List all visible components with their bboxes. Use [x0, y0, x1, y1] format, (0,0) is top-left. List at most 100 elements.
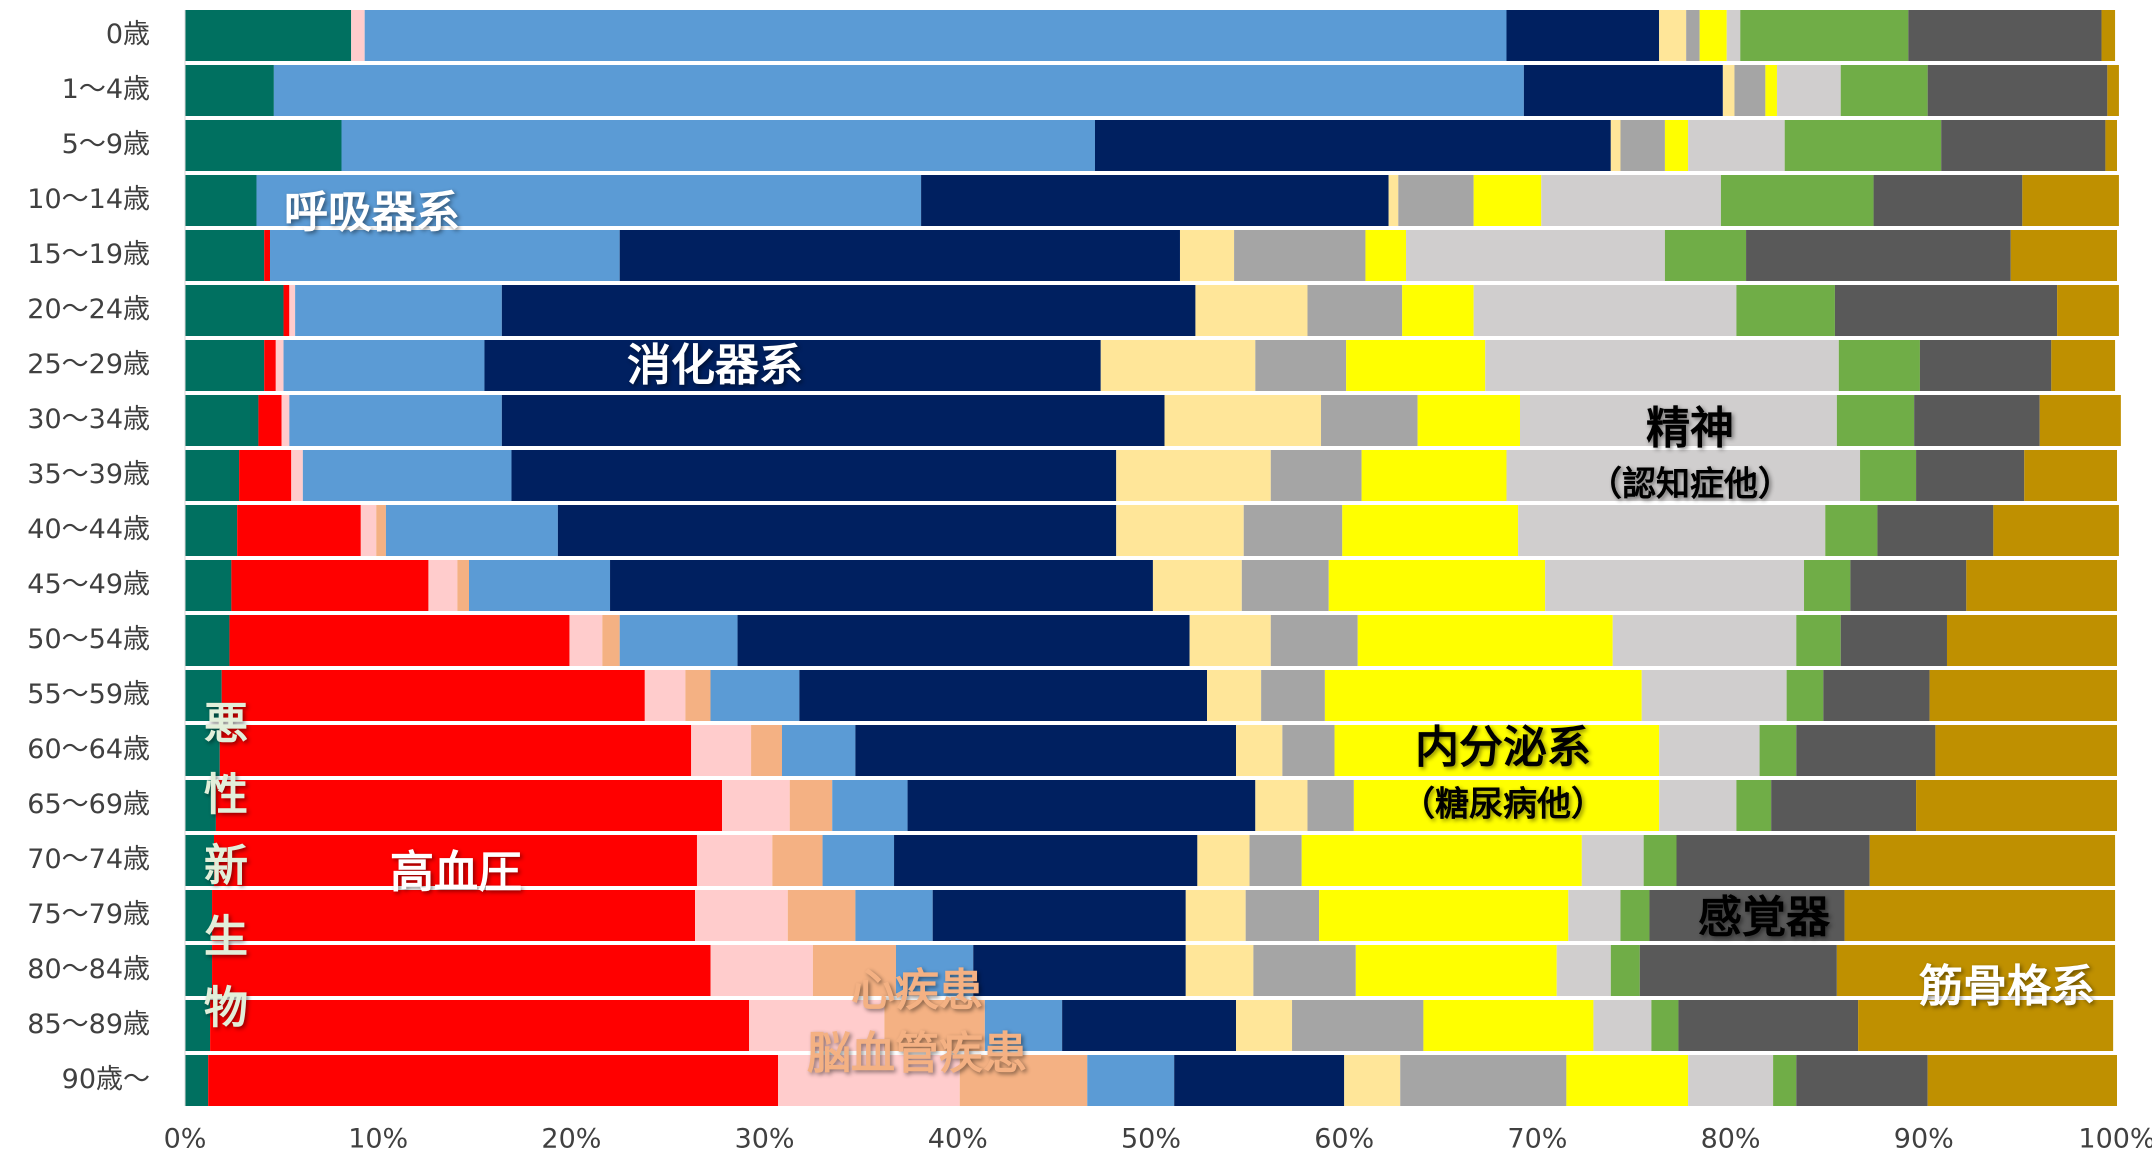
bar-segment [1346, 340, 1486, 391]
bar-segment [1400, 1055, 1567, 1106]
bar-segment [1568, 890, 1621, 941]
bar-segment [283, 285, 290, 336]
x-tick-label: 10% [348, 1124, 408, 1155]
series-label: 悪性新生物 [196, 700, 248, 1055]
bar-segment [1825, 505, 1878, 556]
bar-segment [1328, 560, 1546, 611]
bar-segment [1417, 395, 1521, 446]
bar-segment [212, 945, 711, 996]
bar-segment [1361, 450, 1507, 501]
bar-segment [185, 395, 259, 446]
bar-segment [215, 780, 723, 831]
bar-segment [289, 285, 296, 336]
bar-segment [1836, 395, 1915, 446]
bar-segment [1100, 340, 1256, 391]
bar-segment [1234, 230, 1366, 281]
bar-segment [185, 1055, 209, 1106]
bar-segment [289, 395, 502, 446]
bar-segment [1844, 890, 2116, 941]
bar-segment [185, 725, 220, 776]
bar-segment [710, 670, 800, 721]
bar-segment [185, 780, 216, 831]
bar-segment [1307, 780, 1354, 831]
bar-segment [1164, 395, 1322, 446]
y-tick-label: 45〜49歳 [27, 569, 150, 600]
bar-segment [231, 560, 429, 611]
bar-segment [1641, 670, 1787, 721]
bar-segment [295, 285, 502, 336]
bar-segment [1927, 1055, 2117, 1106]
bar-segment [1941, 120, 2106, 171]
bar-segment [1720, 175, 1874, 226]
bar-segment [1518, 505, 1826, 556]
bar-segment [1796, 615, 1841, 666]
bar-segment [1255, 780, 1308, 831]
bar-segment [511, 450, 1117, 501]
bar-segment [1877, 505, 1994, 556]
x-tick-label: 40% [928, 1124, 988, 1155]
bar-segment [1342, 505, 1519, 556]
y-tick-label: 35〜39歳 [27, 459, 150, 490]
bar-segment [2039, 395, 2121, 446]
bar-segment [1869, 835, 2116, 886]
x-tick-label: 60% [1314, 1124, 1374, 1155]
bar-segment [569, 615, 603, 666]
bar-segment [1270, 615, 1358, 666]
y-tick-label: 75〜79歳 [27, 899, 150, 930]
bar-segment [1506, 10, 1660, 61]
bar-segment [1365, 230, 1407, 281]
bar-segment [959, 1055, 1088, 1106]
bar-segment [1993, 505, 2119, 556]
y-tick-label: 55〜59歳 [27, 679, 150, 710]
x-tick-label: 30% [735, 1124, 795, 1155]
bar-segment [1520, 395, 1837, 446]
x-tick-label: 50% [1121, 1124, 1181, 1155]
y-tick-label: 80〜84歳 [27, 954, 150, 985]
bar-segment [1916, 780, 2117, 831]
bar-segment [1545, 560, 1805, 611]
bar-segment [360, 505, 377, 556]
bar-segment [1649, 890, 1845, 941]
y-tick-label: 65〜69歳 [27, 789, 150, 820]
bar-segment [619, 230, 1180, 281]
bar-segment [722, 780, 790, 831]
bar-segment [787, 890, 856, 941]
bar-segment [1307, 285, 1403, 336]
bar-segment [239, 450, 292, 501]
bar-segment [832, 780, 908, 831]
bar-segment [1593, 1000, 1652, 1051]
bar-segment [1612, 615, 1797, 666]
bar-segment [501, 395, 1165, 446]
bar-segment [1840, 615, 1947, 666]
bar-segment [385, 505, 558, 556]
bar-segment [1179, 230, 1235, 281]
bar-segment [1406, 230, 1665, 281]
bar-segment [1241, 560, 1329, 611]
y-tick-label: 5〜9歳 [62, 129, 150, 160]
bar-segment [457, 560, 470, 611]
bar-segment [921, 175, 1389, 226]
bar-segment [822, 835, 895, 886]
bar-segment [1185, 945, 1254, 996]
bar-segment [229, 615, 570, 666]
bar-segment [2022, 175, 2119, 226]
bar-segment [1236, 725, 1283, 776]
bar-segment [2024, 450, 2117, 501]
bar-segment [789, 780, 833, 831]
bar-segment [1334, 725, 1660, 776]
y-tick-label: 1〜4歳 [62, 74, 150, 105]
bar-segment [1282, 725, 1335, 776]
bar-segment [1838, 340, 1920, 391]
bar-segment [1174, 1055, 1345, 1106]
bar-segment [1357, 615, 1613, 666]
bar-segment [1207, 670, 1262, 721]
bar-segment [1566, 1055, 1689, 1106]
bar-segment [1688, 1055, 1774, 1106]
bar-segment [1823, 670, 1930, 721]
bar-segment [351, 10, 365, 61]
bar-segment [1734, 65, 1766, 116]
bar-segment [2010, 230, 2117, 281]
bar-segment [1860, 450, 1917, 501]
bar-segment [1659, 725, 1760, 776]
bar-segment [1152, 560, 1242, 611]
